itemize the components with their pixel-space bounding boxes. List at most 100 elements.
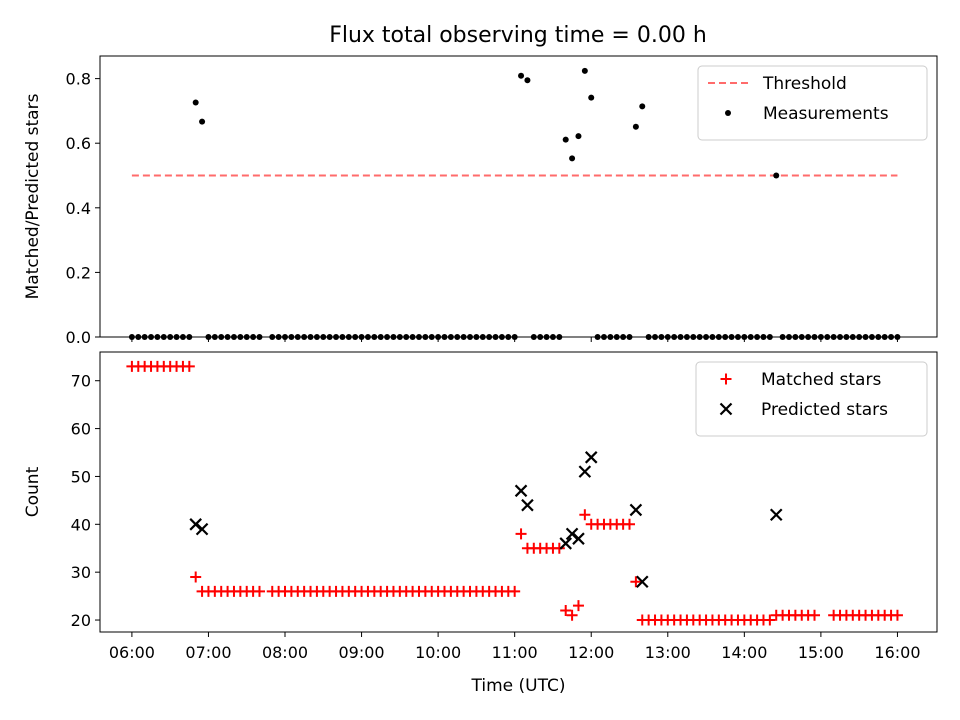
predicted-stars-point xyxy=(584,451,598,464)
measurement-point xyxy=(250,334,257,340)
measurement-point xyxy=(639,103,646,110)
measurement-point xyxy=(600,334,607,340)
bottom-panel: 20 30 40 50 60 70 06:00 07:00 08:00 09:00 10:00 11:… xyxy=(23,351,938,696)
measurement-point xyxy=(849,334,856,340)
measurement-point xyxy=(837,334,844,340)
y-tick-label: 0.2 xyxy=(66,263,91,282)
measurement-point xyxy=(843,334,850,340)
predicted-stars-point xyxy=(635,575,649,589)
axes-frame xyxy=(99,55,938,338)
x-axis-label: Time (UTC) xyxy=(471,676,566,696)
legend: Threshold Measurements xyxy=(697,65,928,141)
measurement-point xyxy=(128,334,135,340)
legend-box xyxy=(697,65,928,141)
measurement-point xyxy=(549,334,556,340)
y-tick-label: 0.8 xyxy=(66,70,91,89)
measurement-point xyxy=(237,334,244,340)
chart-title: Flux total observing time = 0.00 h xyxy=(329,23,707,48)
x-tick-label: 15:00 xyxy=(798,643,844,662)
measurement-point xyxy=(167,334,174,340)
legend-label: Threshold xyxy=(762,74,847,94)
measurement-point xyxy=(862,334,869,340)
axes-frame xyxy=(99,351,938,633)
matched-stars-point xyxy=(579,509,591,521)
measurement-point xyxy=(728,334,735,340)
measurement-point xyxy=(773,172,780,179)
measurement-point xyxy=(856,334,863,340)
predicted-stars-point xyxy=(572,532,585,545)
matched-stars-point xyxy=(891,609,903,621)
top-panel: 0.0 0.2 0.4 0.6 0.8 Matched/Predicted stars Th… xyxy=(23,55,938,347)
predicted-stars-point xyxy=(521,498,534,512)
measurement-point xyxy=(409,334,416,340)
y-tick-label: 0.0 xyxy=(66,328,91,347)
predicted-stars-point xyxy=(514,484,528,498)
measurement-point xyxy=(148,334,155,340)
x-tick-label: 08:00 xyxy=(262,643,308,662)
measurement-point xyxy=(766,334,773,340)
measurement-point xyxy=(492,334,499,340)
measurement-point xyxy=(269,334,276,340)
measurement-point xyxy=(792,334,799,340)
matched-stars-point xyxy=(572,600,584,612)
measurement-point xyxy=(754,334,761,340)
measurement-point xyxy=(530,334,537,340)
measurement-point xyxy=(734,334,741,340)
measurement-point xyxy=(588,94,595,101)
measurement-point xyxy=(658,334,665,340)
measurement-point xyxy=(141,334,148,340)
measurement-point xyxy=(537,334,544,340)
measurement-point xyxy=(364,334,371,340)
y-tick-label: 40 xyxy=(71,515,91,534)
matched-stars-point xyxy=(509,585,521,597)
measurement-point xyxy=(690,334,697,340)
x-tick-label: 10:00 xyxy=(415,643,461,662)
measurement-point xyxy=(562,136,569,143)
measurement-point xyxy=(467,334,474,340)
predicted-stars-point xyxy=(769,508,783,522)
measurement-point xyxy=(569,155,576,162)
matched-stars-point xyxy=(624,518,636,530)
measurement-point xyxy=(301,334,308,340)
measurement-point xyxy=(224,334,231,340)
x-tick-label: 13:00 xyxy=(645,643,691,662)
measurement-point xyxy=(320,334,327,340)
measurement-point xyxy=(288,334,295,340)
predicted-stars-point xyxy=(195,522,209,536)
measurement-point xyxy=(479,334,486,340)
measurement-point xyxy=(524,77,531,84)
measurement-point xyxy=(677,334,684,340)
measurement-point xyxy=(715,334,722,340)
x-tick-label: 12:00 xyxy=(568,643,614,662)
measurement-point xyxy=(441,334,448,340)
measurement-point xyxy=(703,334,710,340)
measurement-point xyxy=(307,334,314,340)
x-tick-label: 09:00 xyxy=(339,643,385,662)
measurement-point xyxy=(371,334,378,340)
y-axis-label: Count xyxy=(23,466,43,517)
measurement-point xyxy=(824,334,831,340)
measurement-point xyxy=(218,334,225,340)
matched-stars-point xyxy=(253,585,265,597)
measurement-point xyxy=(460,334,467,340)
matched-stars-point xyxy=(809,609,821,621)
x-tick-label: 16:00 xyxy=(874,643,920,662)
predicted-stars-point xyxy=(565,527,579,541)
matched-stars-point xyxy=(764,614,776,626)
measurement-point xyxy=(390,334,397,340)
predicted-stars-point xyxy=(629,503,643,517)
matched-stars-point xyxy=(190,571,202,583)
measurement-point xyxy=(377,334,384,340)
measurement-point xyxy=(875,334,882,340)
legend-measurement-swatch xyxy=(725,110,731,116)
measurement-point xyxy=(230,334,237,340)
measurement-point xyxy=(428,334,435,340)
measurement-point xyxy=(199,118,206,125)
measurement-point xyxy=(607,334,614,340)
measurement-point xyxy=(518,72,525,79)
measurement-point xyxy=(435,334,442,340)
measurement-point xyxy=(154,334,161,340)
predicted-stars-point xyxy=(559,537,572,550)
measurement-point xyxy=(211,334,218,340)
measurement-point xyxy=(817,334,824,340)
